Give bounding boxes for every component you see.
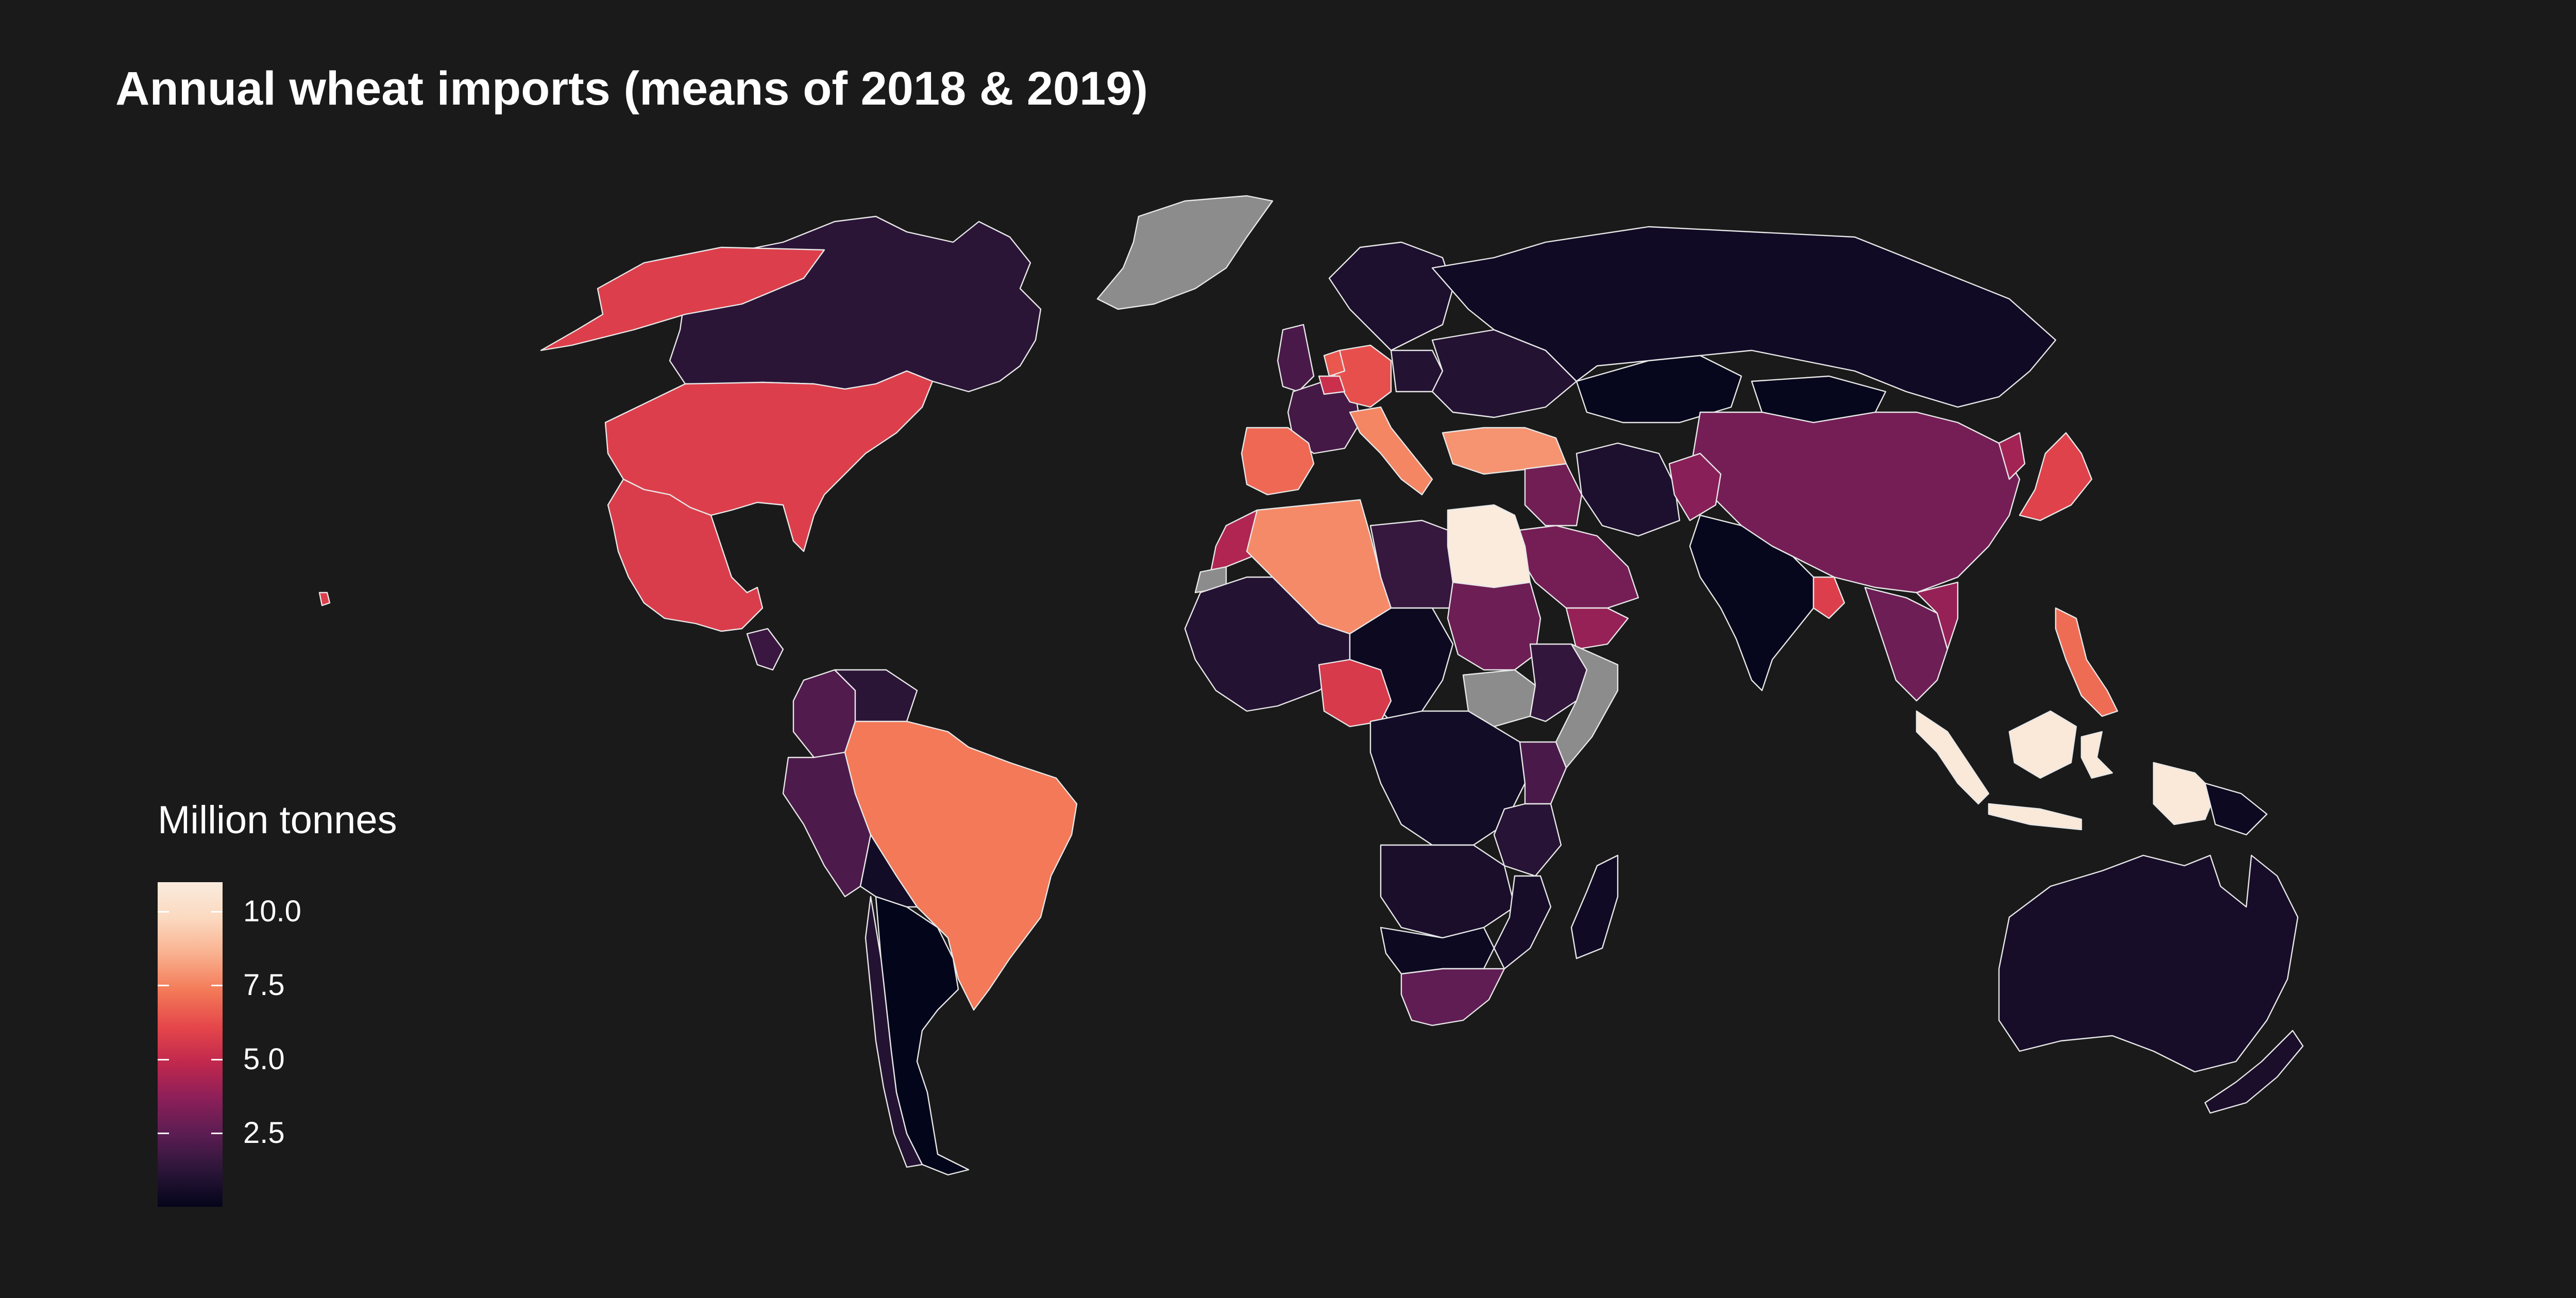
country-russia xyxy=(1431,226,2057,408)
legend-tick-mark xyxy=(158,1132,169,1134)
country-indonesia-java xyxy=(1988,803,2082,831)
legend-tick-mark xyxy=(158,985,169,987)
country-yemen xyxy=(1565,607,1629,650)
country-greenland xyxy=(1096,195,1274,310)
country-hawaii xyxy=(318,592,331,606)
legend-tick-mark xyxy=(211,1132,223,1134)
legend-tick-label: 7.5 xyxy=(243,968,285,1002)
country-sudan xyxy=(1447,581,1541,671)
country-vietnam xyxy=(1916,581,1959,650)
country-mexico xyxy=(607,478,764,632)
country-central-america xyxy=(746,628,784,671)
country-australia xyxy=(1998,854,2299,1073)
country-iraq xyxy=(1524,463,1583,527)
country-korea xyxy=(1998,432,2026,480)
country-egypt xyxy=(1447,504,1531,588)
country-italy xyxy=(1349,406,1433,496)
country-chile xyxy=(865,896,923,1168)
legend-tick-mark xyxy=(211,911,223,913)
legend-tick-label: 2.5 xyxy=(243,1116,285,1150)
country-bangladesh xyxy=(1812,576,1845,619)
legend-tick-label: 5.0 xyxy=(243,1042,285,1076)
country-madagascar xyxy=(1570,854,1619,959)
country-netherlands xyxy=(1323,349,1346,377)
country-nigeria xyxy=(1318,659,1392,728)
legend-tick-label: 10.0 xyxy=(243,895,301,929)
country-indonesia-sulawesi xyxy=(2080,731,2113,779)
country-alaska xyxy=(540,246,825,351)
country-afghanistan xyxy=(1668,452,1722,521)
country-layer xyxy=(318,195,2304,1176)
country-colombia xyxy=(792,669,856,758)
country-mozambique xyxy=(1493,875,1552,970)
country-philippines xyxy=(2055,607,2119,717)
country-kenya xyxy=(1519,741,1567,805)
country-southeast-asia xyxy=(1864,586,1948,702)
country-japan xyxy=(2019,432,2093,521)
country-united-kingdom xyxy=(1277,324,1315,393)
legend-tick-mark xyxy=(158,1058,169,1060)
country-papua-new-guinea xyxy=(2204,782,2268,836)
country-bolivia xyxy=(859,834,918,908)
country-belgium xyxy=(1318,375,1346,395)
country-indonesia-sumatra xyxy=(1916,710,1990,805)
country-new-zealand xyxy=(2204,1030,2304,1114)
country-iran xyxy=(1575,442,1681,537)
country-kazakhstan xyxy=(1575,355,1742,424)
country-indonesia-borneo xyxy=(2008,710,2077,779)
country-indonesia-papua xyxy=(2153,762,2216,825)
country-angola-zambia xyxy=(1380,844,1516,939)
country-tanzania xyxy=(1493,803,1562,877)
legend-title: Million tonnes xyxy=(158,798,397,842)
country-spain xyxy=(1241,427,1315,496)
country-china xyxy=(1689,411,2021,594)
country-india xyxy=(1689,514,1815,692)
legend-tick-mark xyxy=(211,1058,223,1060)
map-title: Annual wheat imports (means of 2018 & 20… xyxy=(115,62,1148,115)
legend-color-bar xyxy=(158,882,223,1207)
country-scandinavia xyxy=(1328,241,1454,351)
country-south-africa xyxy=(1400,968,1505,1026)
legend-tick-mark xyxy=(158,911,169,913)
legend-tick-mark xyxy=(211,985,223,987)
country-west-africa xyxy=(1184,576,1351,712)
